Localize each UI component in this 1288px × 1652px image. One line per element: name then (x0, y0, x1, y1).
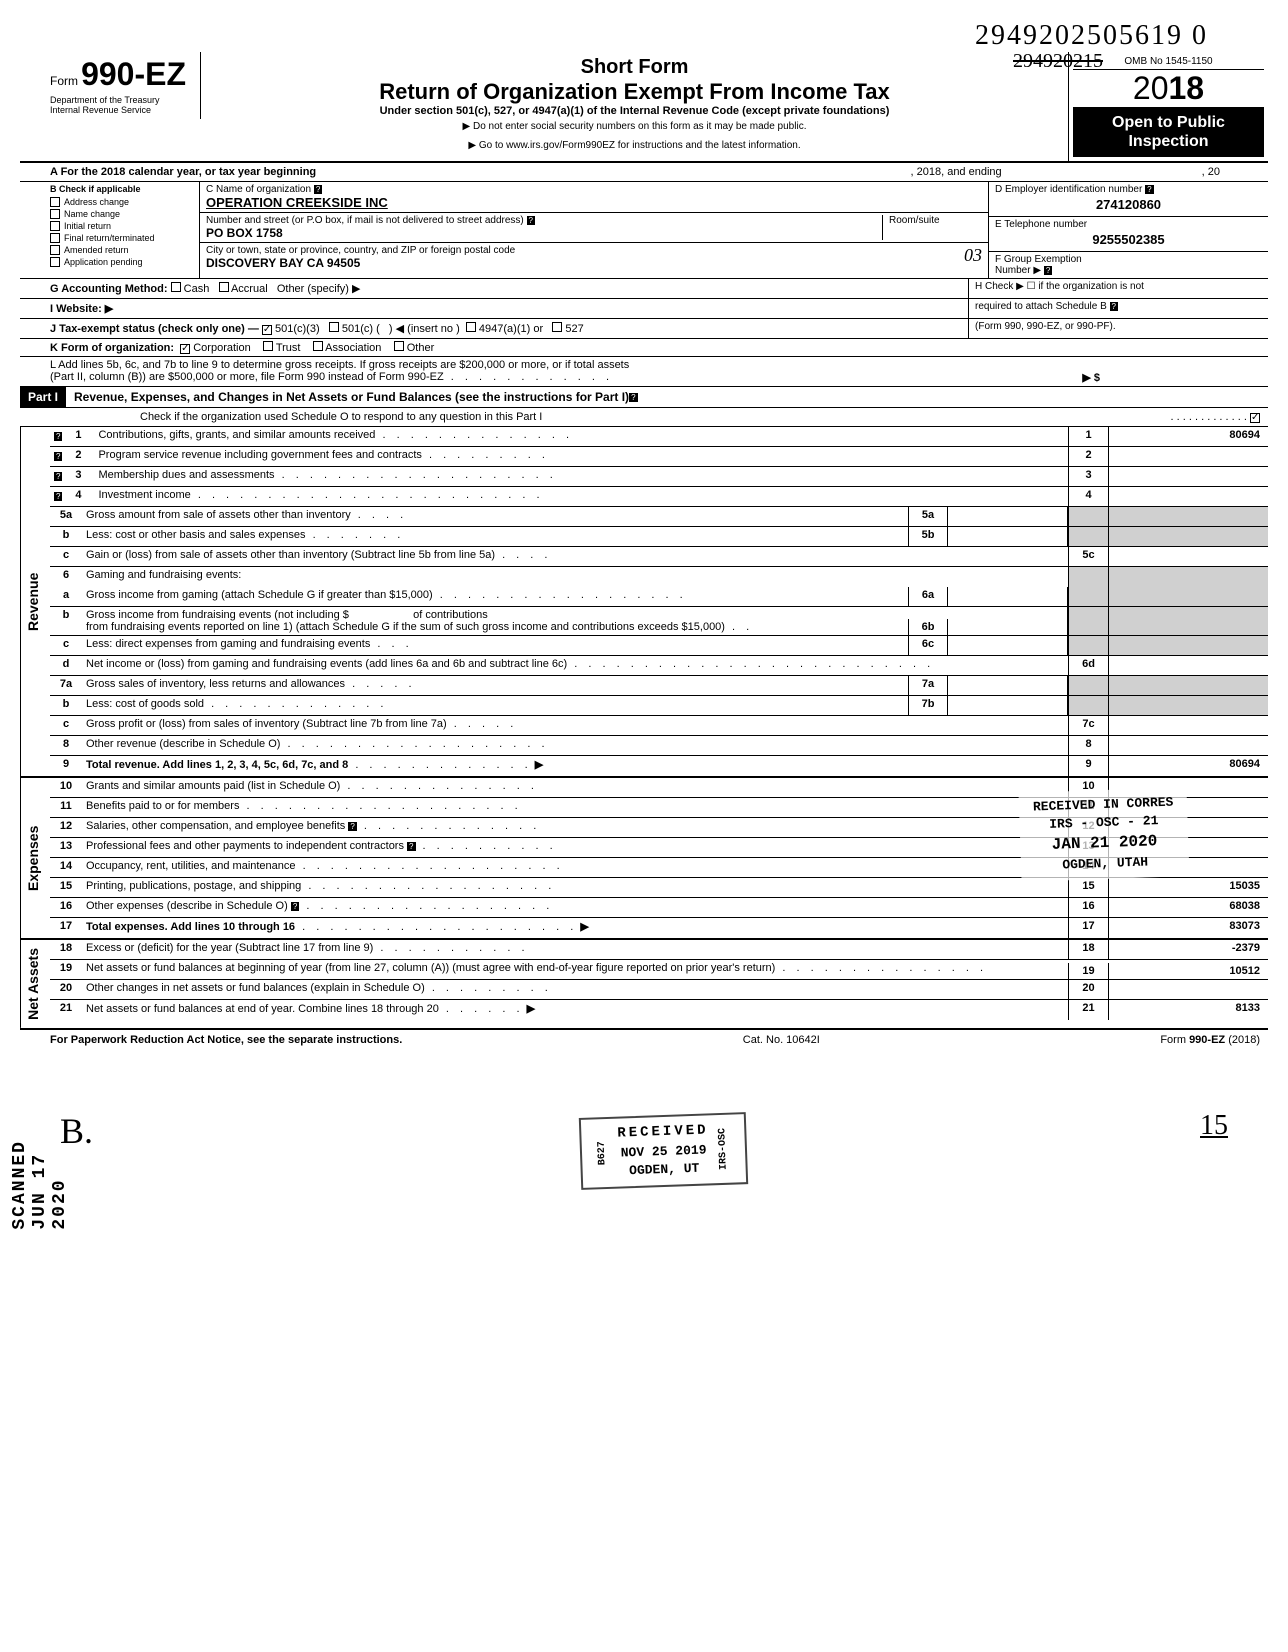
part-1-label: Part I (20, 387, 66, 407)
line-h-1: H Check ▶ ☐ if the organization is not (975, 281, 1262, 292)
street-value: PO BOX 1758 (206, 226, 283, 240)
section-b: B Check if applicable Address change Nam… (20, 182, 200, 278)
part-1-title: Revenue, Expenses, and Changes in Net As… (66, 390, 629, 404)
help-icon[interactable]: ? (407, 842, 415, 851)
year-bold: 18 (1169, 70, 1205, 106)
line-a: A For the 2018 calendar year, or tax yea… (20, 163, 1268, 182)
cb-other-org[interactable] (394, 341, 404, 351)
help-icon[interactable]: ? (629, 393, 637, 402)
form-footer: For Paperwork Reduction Act Notice, see … (20, 1030, 1268, 1050)
dept-treasury: Department of the Treasury (50, 95, 192, 105)
cb-association[interactable] (313, 341, 323, 351)
return-title: Return of Organization Exempt From Incom… (205, 79, 1064, 105)
instr-url: ▶ Go to www.irs.gov/Form990EZ for instru… (205, 136, 1064, 155)
cb-cash[interactable] (171, 282, 181, 292)
org-info-block: B Check if applicable Address change Nam… (20, 182, 1268, 279)
footer-mid: Cat. No. 10642I (743, 1034, 820, 1046)
line-k: K Form of organization: Corporation Trus… (20, 339, 1268, 357)
org-name: OPERATION CREEKSIDE INC (206, 195, 388, 210)
help-icon[interactable]: ? (54, 432, 62, 441)
phone-value: 9255502385 (995, 230, 1262, 249)
help-icon[interactable]: ? (54, 492, 62, 501)
revenue-section: Revenue ? 1 Contributions, gifts, grants… (20, 427, 1268, 778)
sched-o-check-row: Check if the organization used Schedule … (20, 408, 1268, 427)
street-label: Number and street (or P.O box, if mail i… (206, 215, 524, 226)
line-18-value: -2379 (1108, 940, 1268, 959)
footer-left: For Paperwork Reduction Act Notice, see … (50, 1034, 402, 1046)
ein-value: 274120860 (995, 195, 1262, 214)
cb-trust[interactable] (263, 341, 273, 351)
label-f: F Group Exemption (995, 254, 1082, 265)
part-1-header: Part I Revenue, Expenses, and Changes in… (20, 387, 1268, 408)
form-label: Form (50, 74, 78, 88)
line-19-value: 10512 (1108, 963, 1268, 979)
label-d: D Employer identification number (995, 184, 1142, 195)
label-f2: Number ▶ (995, 265, 1041, 276)
help-icon[interactable]: ? (348, 822, 356, 831)
line-1-value: 80694 (1108, 427, 1268, 446)
open-public-1: Open to Public (1079, 113, 1258, 132)
label-e: E Telephone number (995, 219, 1087, 230)
netassets-section: Net Assets 18 Excess or (deficit) for th… (20, 940, 1268, 1030)
instr-ssn: ▶ Do not enter social security numbers o… (205, 117, 1064, 136)
help-icon[interactable]: ? (1145, 185, 1153, 194)
line-g-h: G Accounting Method: Cash Accrual Other … (20, 279, 1268, 299)
help-icon[interactable]: ? (1044, 266, 1052, 275)
cb-accrual[interactable] (219, 282, 229, 292)
line-17-value: 83073 (1108, 918, 1268, 938)
form-header: Form 990-EZ Department of the Treasury I… (20, 52, 1268, 163)
received-stamp-2: B627 RECEIVED NOV 25 2019 OGDEN, UT IRS-… (579, 1112, 749, 1190)
handwritten-03: 03 (964, 245, 982, 270)
cb-initial-return[interactable] (50, 221, 60, 231)
cb-4947[interactable] (466, 322, 476, 332)
room-label: Room/suite (889, 215, 940, 226)
open-public-2: Inspection (1079, 132, 1258, 151)
revenue-side-label: Revenue (20, 427, 50, 776)
line-j: J Tax-exempt status (check only one) — 5… (20, 319, 1268, 339)
city-value: DISCOVERY BAY CA 94505 (206, 256, 360, 270)
received-stamp-1: RECEIVED IN CORRES IRS - OSC - 21 JAN 21… (1018, 787, 1189, 882)
help-icon[interactable]: ? (1110, 302, 1118, 311)
line-9-value: 80694 (1108, 756, 1268, 776)
expenses-side-label: Expenses (20, 778, 50, 938)
cb-amended-return[interactable] (50, 245, 60, 255)
scanned-stamp: SCANNED JUN 17 2020 (10, 1140, 70, 1230)
line-16-value: 68038 (1108, 898, 1268, 917)
line-21-value: 8133 (1108, 1000, 1268, 1020)
label-c: C Name of organization (206, 184, 311, 195)
cb-name-change[interactable] (50, 209, 60, 219)
help-icon[interactable]: ? (54, 472, 62, 481)
cb-501c[interactable] (329, 322, 339, 332)
cb-final-return[interactable] (50, 233, 60, 243)
section-b-label: B Check if applicable (50, 184, 195, 196)
year-prefix: 20 (1133, 70, 1169, 106)
cb-corporation[interactable] (180, 344, 190, 354)
line-i: I Website: ▶ required to attach Schedule… (20, 299, 1268, 319)
handwritten-top: 2949202505619 0 (20, 20, 1268, 52)
cb-501c3[interactable] (262, 325, 272, 335)
dept-irs: Internal Revenue Service (50, 105, 192, 115)
handwritten-crossed: 294920215 (1013, 50, 1103, 73)
cb-address-change[interactable] (50, 197, 60, 207)
cb-application-pending[interactable] (50, 257, 60, 267)
netassets-side-label: Net Assets (20, 940, 50, 1028)
subtitle: Under section 501(c), 527, or 4947(a)(1)… (205, 105, 1064, 117)
city-label: City or town, state or province, country… (206, 245, 515, 256)
help-icon[interactable]: ? (314, 185, 322, 194)
line-15-value: 15035 (1108, 878, 1268, 897)
line-l: L Add lines 5b, 6c, and 7b to line 9 to … (20, 357, 1268, 387)
short-form-label: Short Form (205, 56, 1064, 79)
cb-527[interactable] (552, 322, 562, 332)
handwritten-page: 15 (1200, 1110, 1228, 1152)
help-icon[interactable]: ? (54, 452, 62, 461)
form-number: 990-EZ (81, 56, 186, 92)
section-c: C Name of organization ? OPERATION CREEK… (200, 182, 988, 278)
help-icon[interactable]: ? (527, 216, 535, 225)
cb-schedule-o[interactable] (1250, 413, 1260, 423)
footer-right: Form 990-EZ (2018) (1160, 1034, 1260, 1046)
